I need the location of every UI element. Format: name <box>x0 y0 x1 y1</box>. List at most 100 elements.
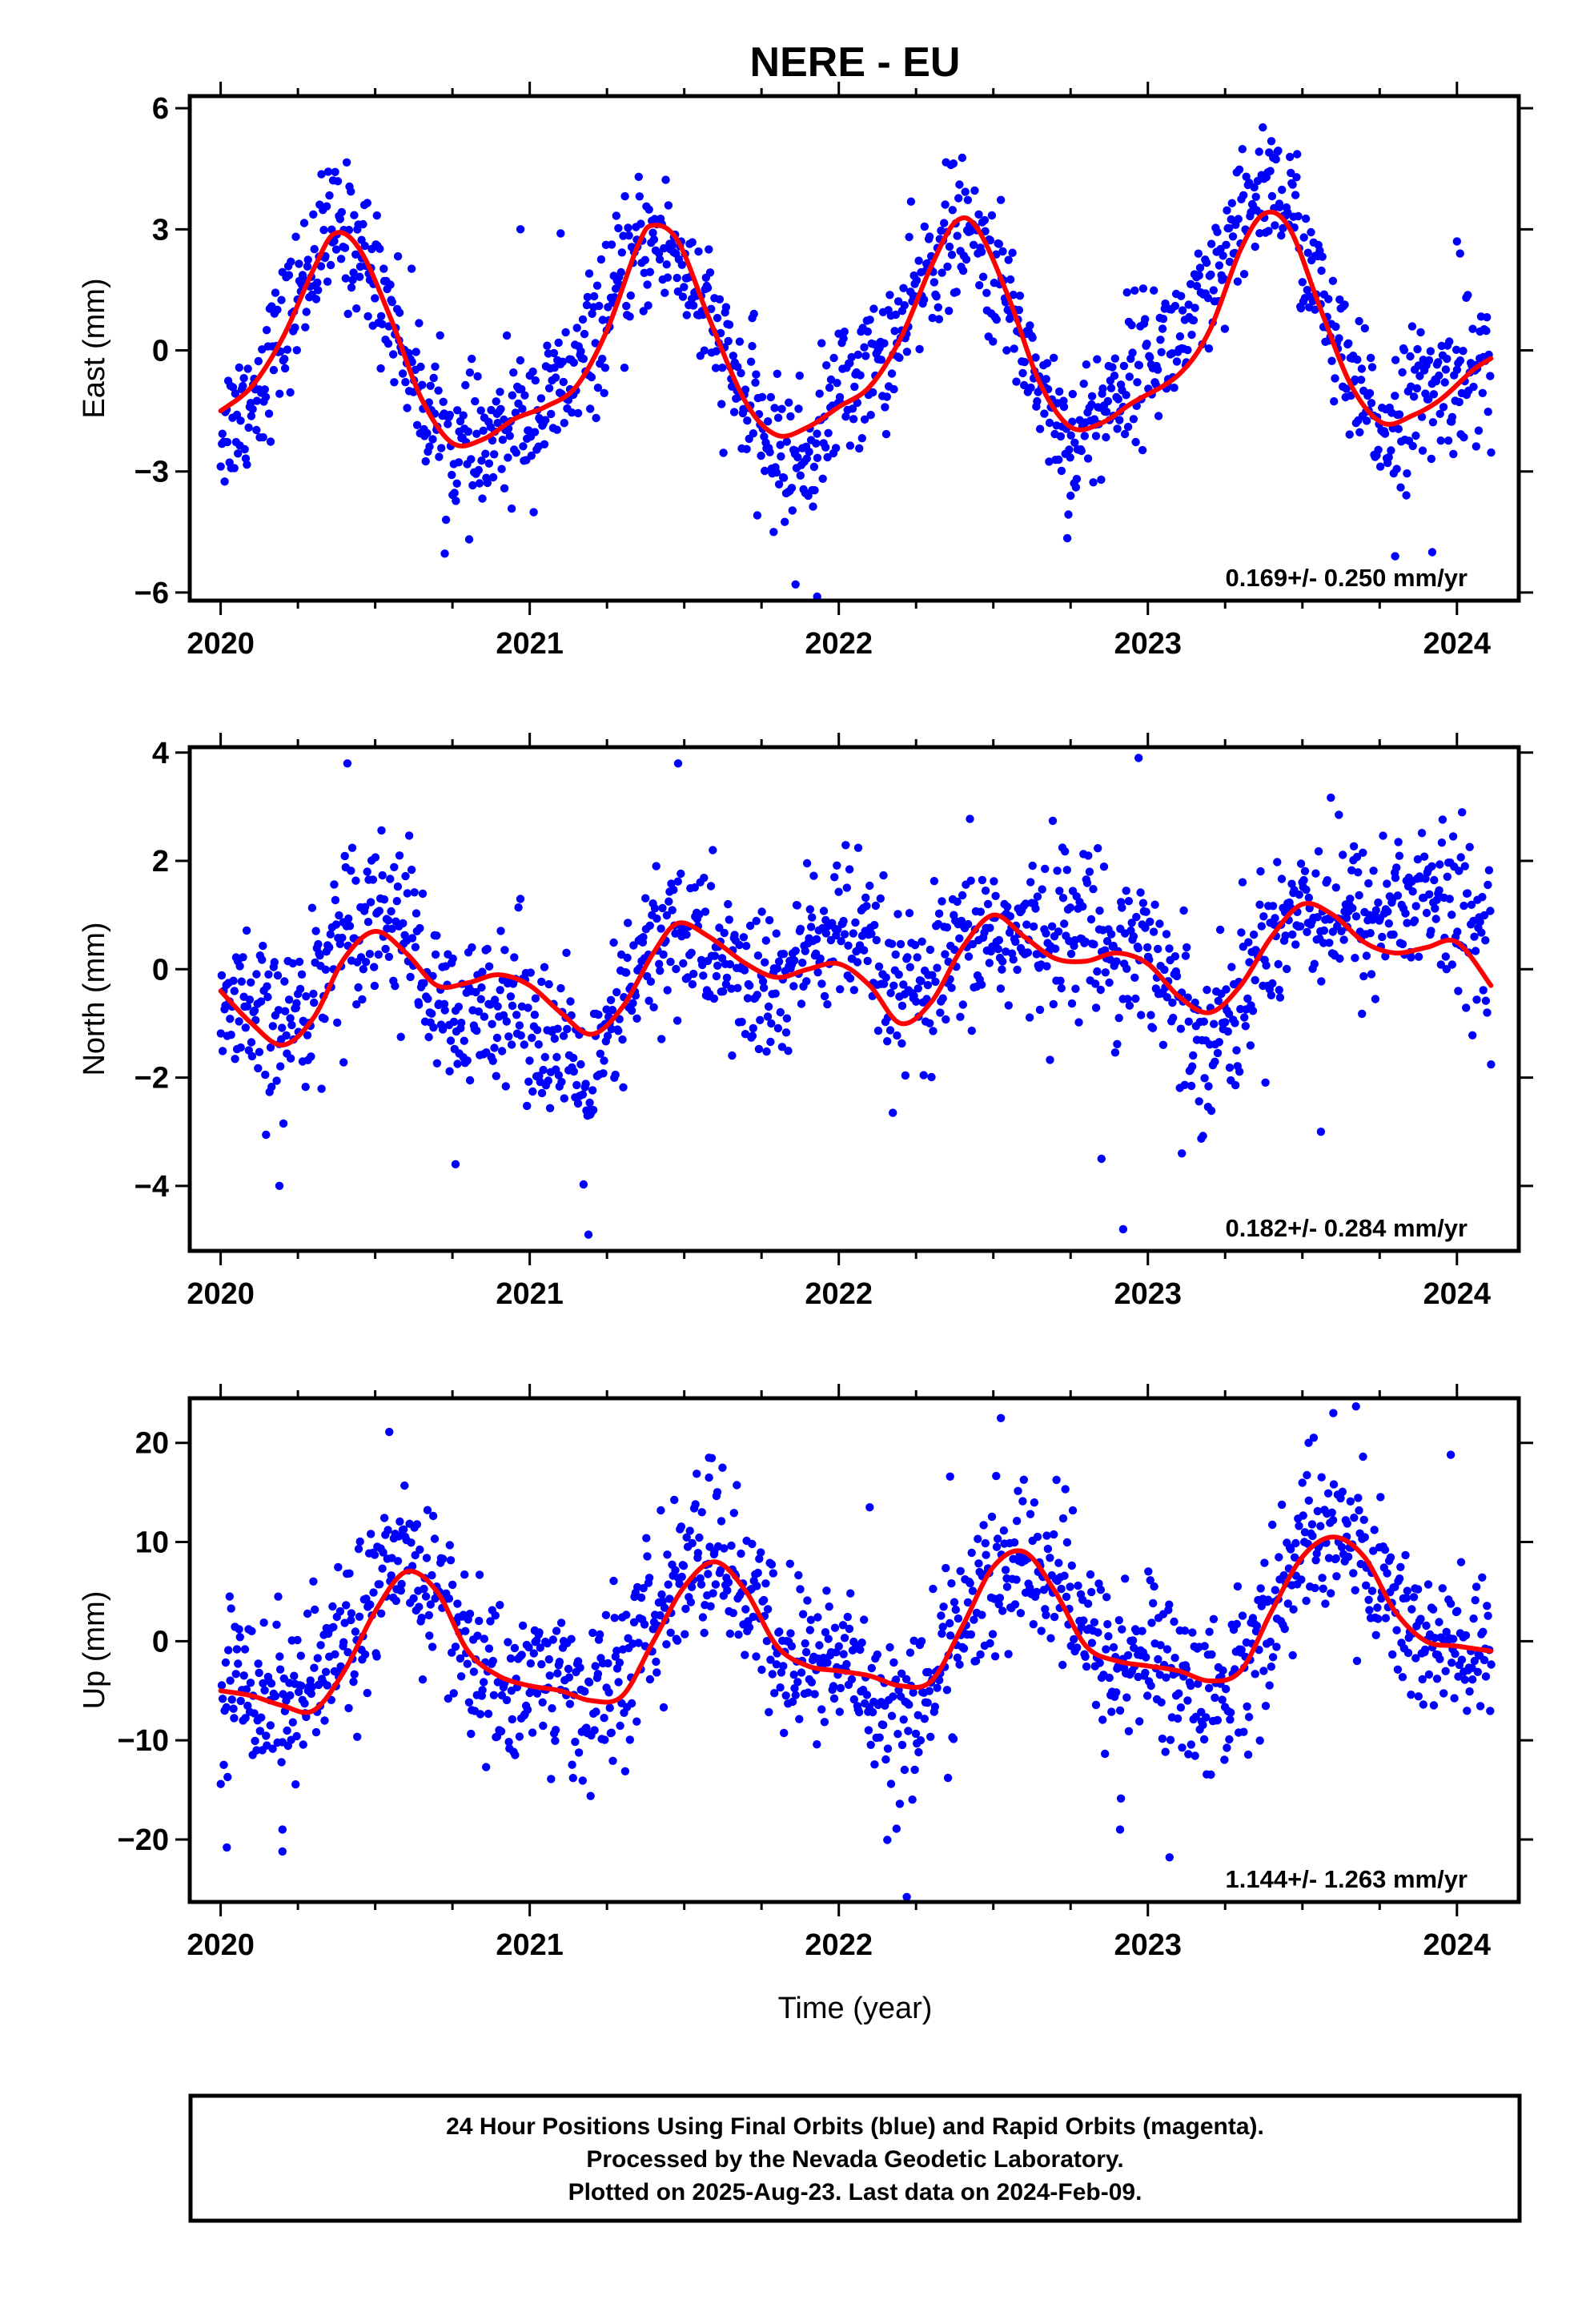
data-point <box>801 1639 809 1648</box>
data-point <box>375 1580 384 1589</box>
data-point <box>1487 1060 1496 1069</box>
data-point <box>512 1011 521 1019</box>
data-point <box>1435 1655 1444 1663</box>
data-point <box>1082 1662 1091 1671</box>
data-point <box>780 1728 789 1738</box>
data-point <box>1094 1579 1103 1588</box>
data-point <box>815 1641 824 1650</box>
data-point <box>757 907 766 916</box>
data-point <box>890 327 899 336</box>
data-point <box>749 1612 757 1622</box>
data-point <box>641 894 650 903</box>
data-point <box>1053 866 1062 875</box>
data-point <box>733 1481 741 1490</box>
data-point <box>879 979 889 988</box>
scatter-points <box>216 123 1496 601</box>
data-point <box>1154 412 1163 420</box>
y-tick-label: −2 <box>135 1062 169 1096</box>
data-point <box>977 247 986 256</box>
data-point <box>1207 239 1216 248</box>
data-point <box>1348 903 1357 913</box>
data-point <box>1365 1606 1374 1614</box>
data-point <box>415 319 424 328</box>
data-point <box>1264 227 1273 235</box>
data-point <box>842 883 852 892</box>
data-point <box>703 283 713 292</box>
plot-frame <box>187 94 1521 603</box>
data-point <box>1452 365 1462 374</box>
data-point <box>257 1713 266 1722</box>
data-point <box>349 268 358 277</box>
data-point <box>715 295 725 304</box>
data-point <box>905 963 915 971</box>
data-point <box>659 950 668 959</box>
data-point <box>829 1694 839 1703</box>
data-point <box>271 1691 280 1701</box>
data-point <box>459 411 468 420</box>
data-point <box>465 1076 475 1085</box>
data-point <box>1178 1743 1186 1752</box>
data-point <box>1134 754 1143 762</box>
data-point <box>428 435 437 444</box>
data-point <box>1437 838 1447 847</box>
data-point <box>313 1654 322 1663</box>
data-point <box>1446 1450 1456 1459</box>
data-point <box>1119 361 1129 371</box>
data-point <box>1116 1794 1126 1803</box>
data-point <box>330 236 339 246</box>
data-point <box>1414 1692 1423 1701</box>
data-point <box>1103 1620 1112 1629</box>
data-point <box>1327 1508 1336 1518</box>
data-point <box>502 331 512 340</box>
data-point <box>1062 1538 1072 1547</box>
data-point <box>468 943 476 952</box>
data-point <box>555 1658 564 1667</box>
data-point <box>1468 1031 1477 1040</box>
data-point <box>1225 1735 1234 1744</box>
data-point <box>656 967 665 975</box>
data-point <box>1414 952 1423 961</box>
data-point <box>292 999 301 1007</box>
data-point <box>1398 1673 1407 1682</box>
data-point <box>1350 1514 1359 1522</box>
data-point <box>802 977 811 986</box>
data-point <box>339 1058 348 1067</box>
data-point <box>543 341 552 350</box>
data-point <box>255 1668 263 1678</box>
data-point <box>369 1588 378 1597</box>
data-point <box>1274 147 1283 155</box>
data-point <box>1380 1546 1390 1554</box>
data-point <box>830 873 839 882</box>
data-point <box>795 371 804 380</box>
data-point <box>1447 1659 1456 1667</box>
data-point <box>574 1748 584 1757</box>
data-point <box>739 933 749 942</box>
data-point <box>861 352 870 360</box>
data-point <box>1099 862 1109 871</box>
data-point <box>897 1740 907 1750</box>
data-point <box>1328 927 1338 936</box>
data-point <box>1105 978 1114 987</box>
data-point <box>1031 353 1040 362</box>
data-point <box>1263 1595 1273 1604</box>
data-point <box>1447 412 1457 421</box>
data-point <box>1460 862 1470 870</box>
data-point <box>552 1052 561 1062</box>
data-point <box>765 915 774 925</box>
data-point <box>528 1033 536 1043</box>
data-point <box>1090 940 1098 949</box>
data-point <box>1123 995 1132 1003</box>
data-point <box>263 982 271 991</box>
data-point <box>217 971 227 980</box>
data-point <box>796 471 805 480</box>
data-point <box>928 313 937 323</box>
data-point <box>323 167 333 176</box>
data-point <box>1277 1500 1287 1510</box>
data-point <box>463 1659 472 1668</box>
data-point <box>1148 1023 1158 1033</box>
data-point <box>1391 874 1400 883</box>
data-point <box>345 922 355 931</box>
data-point <box>1452 237 1462 246</box>
data-point <box>531 994 540 1003</box>
data-point <box>552 1626 561 1635</box>
